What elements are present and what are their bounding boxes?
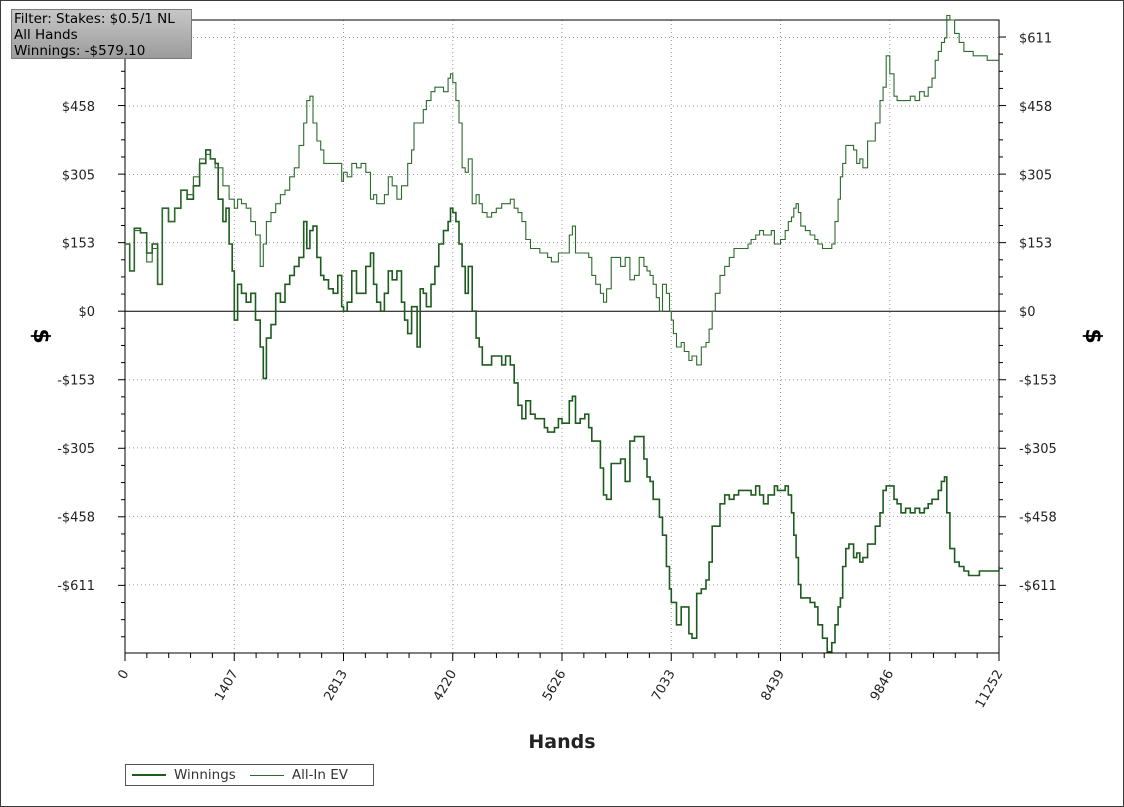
y-tick-label-left: $458 xyxy=(62,100,95,115)
y-tick-label-left: -$611 xyxy=(57,579,95,594)
x-tick-label: 8439 xyxy=(758,668,788,704)
y-tick-label-right: -$153 xyxy=(1019,374,1057,389)
y-tick-label-left: $305 xyxy=(62,169,95,184)
y-tick-label-right: $305 xyxy=(1019,169,1052,184)
x-tick-label: 5626 xyxy=(540,668,570,704)
y-tick-label-right: -$458 xyxy=(1019,510,1057,525)
filter-hands-text: All Hands xyxy=(14,27,78,43)
x-axis-title: Hands xyxy=(528,731,595,753)
x-tick-label: 2813 xyxy=(321,668,351,704)
y-tick-label-left: -$305 xyxy=(57,442,95,457)
legend-swatch-allin-ev xyxy=(249,774,284,776)
series-line-winnings xyxy=(125,149,1000,653)
y-tick-label-left: $0 xyxy=(78,305,95,320)
series-line-allin-ev xyxy=(125,14,999,366)
chart-legend: Winnings All-In EV xyxy=(125,764,374,786)
y-tick-label-right: $458 xyxy=(1019,100,1052,115)
y-tick-label-left: -$458 xyxy=(57,510,95,525)
y-axis-title-left: $ xyxy=(28,328,53,343)
grid-lines xyxy=(125,20,999,653)
y-tick-label-left: $153 xyxy=(62,237,95,252)
y-axis-title-right: $ xyxy=(1080,328,1105,343)
y-tick-label-right: -$305 xyxy=(1019,442,1057,457)
axes xyxy=(118,19,1006,661)
y-tick-label-right: -$611 xyxy=(1019,579,1057,594)
y-tick-label-right: $0 xyxy=(1019,305,1036,320)
series-lines xyxy=(125,14,1000,653)
filter-stakes-text: Filter: Stakes: $0.5/1 NL xyxy=(14,11,175,27)
x-tick-label: 7033 xyxy=(649,668,679,704)
legend-label-winnings: Winnings xyxy=(174,767,236,783)
x-tick-label: 4220 xyxy=(431,668,461,704)
y-tick-label-left: -$153 xyxy=(57,374,95,389)
y-tick-label-right: $153 xyxy=(1019,237,1052,252)
filter-info-box: Filter: Stakes: $0.5/1 NL All Hands Winn… xyxy=(11,9,192,59)
y-tick-label-right: $611 xyxy=(1019,31,1052,46)
legend-item-allin-ev[interactable]: All-In EV xyxy=(249,767,349,783)
x-tick-label: 0 xyxy=(115,668,132,683)
x-tick-label: 9846 xyxy=(868,668,898,704)
legend-item-winnings[interactable]: Winnings xyxy=(132,767,236,783)
legend-label-allin-ev: All-In EV xyxy=(291,767,349,783)
axis-labels: -$611 -$611 -$458 -$458 -$305 -$305 -$153 -$153… xyxy=(28,31,1105,753)
x-tick-label: 11252 xyxy=(973,668,1007,711)
legend-swatch-winnings xyxy=(132,774,166,776)
winnings-total-text: Winnings: -$579.10 xyxy=(14,43,146,59)
x-tick-label: 1407 xyxy=(212,668,242,704)
